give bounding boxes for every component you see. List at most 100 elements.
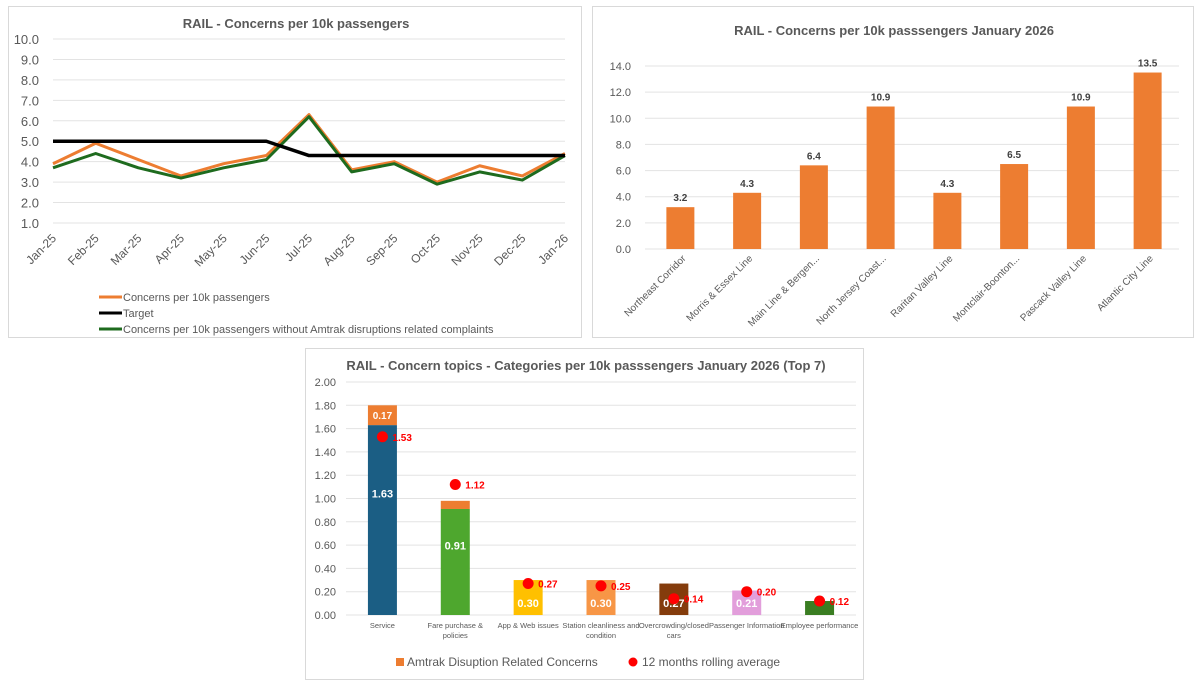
bar-amtrak-segment [367, 405, 397, 426]
bar [1066, 106, 1095, 250]
x-tick-label: Apr-25 [152, 231, 188, 267]
x-tick-label: North Jersey Coast... [815, 253, 889, 327]
y-tick-label: 2.00 [315, 377, 336, 389]
legend-label: Concerns per 10k passengers [123, 292, 270, 304]
y-tick-label: 0.0 [616, 244, 631, 256]
y-tick-label: 2.0 [616, 218, 631, 230]
x-tick-label: Feb-25 [65, 231, 102, 268]
x-tick-label: Fare purchase & [428, 621, 483, 630]
bar-amtrak-segment [440, 500, 470, 509]
bar [666, 207, 695, 249]
y-tick-label: 7.0 [21, 93, 39, 108]
x-tick-label: Nov-25 [449, 231, 486, 268]
x-tick-label: Northeast Corridor [623, 253, 689, 319]
series-line-concerns [52, 113, 566, 184]
bar [933, 192, 962, 249]
x-tick-label: Dec-25 [491, 231, 528, 268]
bar-chart-panel: RAIL - Concerns per 10k passsengers Janu… [592, 6, 1194, 338]
rolling-average-point [741, 586, 753, 598]
x-tick-label: Jun-25 [237, 231, 273, 267]
y-tick-label: 0.80 [315, 517, 336, 529]
y-tick-label: 1.60 [315, 424, 336, 436]
rolling-average-point [449, 479, 461, 491]
x-tick-label: Aug-25 [321, 231, 358, 268]
data-label: 4.3 [940, 179, 954, 190]
data-label-rolling-average: 0.20 [757, 588, 777, 599]
bar-chart: RAIL - Concerns per 10k passsengers Janu… [610, 23, 1179, 329]
y-tick-label: 1.0 [21, 216, 39, 231]
data-label: 3.2 [673, 193, 687, 204]
x-tick-label: Montclair-Boonton... [951, 253, 1022, 324]
rolling-average-point [376, 431, 388, 443]
bar [733, 192, 762, 249]
x-tick-label: condition [586, 631, 616, 640]
rolling-average-point [668, 593, 680, 605]
y-tick-label: 10.0 [610, 113, 631, 125]
y-tick-label: 0.60 [315, 540, 336, 552]
y-tick-label: 4.0 [616, 192, 631, 204]
data-label-base: 0.30 [517, 598, 538, 610]
chart-title: RAIL - Concerns per 10k passengers [183, 16, 410, 31]
data-label-base: 0.21 [736, 598, 757, 610]
y-tick-label: 6.0 [616, 166, 631, 178]
x-tick-label: policies [443, 631, 468, 640]
data-label-rolling-average: 0.25 [611, 582, 631, 593]
data-label: 10.9 [1071, 93, 1091, 104]
data-label-rolling-average: 1.12 [465, 481, 485, 492]
y-tick-label: 6.0 [21, 114, 39, 129]
y-tick-label: 1.40 [315, 447, 336, 459]
x-tick-label: Sep-25 [363, 231, 400, 268]
y-tick-label: 10.0 [14, 32, 39, 47]
legend-label-amtrak: Amtrak Disuption Related Concerns [407, 655, 598, 669]
data-label-rolling-average: 0.14 [684, 595, 704, 606]
data-label-rolling-average: 0.12 [830, 597, 850, 608]
bar-base [367, 425, 397, 615]
bar [866, 106, 895, 250]
chart-title: RAIL - Concern topics - Categories per 1… [346, 358, 825, 373]
data-label-base: 0.91 [445, 540, 466, 552]
series-line-concerns-without-amtrak [52, 115, 566, 186]
legend-label: Target [123, 308, 154, 320]
y-tick-label: 8.0 [21, 73, 39, 88]
x-tick-label: Raritan Valley Line [889, 253, 956, 320]
data-label-rolling-average: 1.53 [392, 433, 412, 444]
bar-base [440, 508, 470, 615]
x-tick-label: Pascack Valley Line [1018, 253, 1089, 324]
x-tick-label: Jan-25 [23, 231, 59, 267]
x-tick-label: Mar-25 [108, 231, 145, 268]
y-tick-label: 0.00 [315, 610, 336, 622]
y-tick-label: 5.0 [21, 134, 39, 149]
y-tick-label: 0.20 [315, 587, 336, 599]
y-tick-label: 4.0 [21, 155, 39, 170]
bar [1000, 164, 1029, 249]
x-tick-label: Main Line & Bergen... [746, 253, 822, 329]
y-tick-label: 12.0 [610, 87, 631, 99]
data-label-base: 0.30 [590, 598, 611, 610]
stacked-bar-chart-panel: RAIL - Concern topics - Categories per 1… [305, 348, 864, 680]
x-tick-label: Jul-25 [282, 231, 315, 264]
x-tick-label: Morris & Essex Line [685, 253, 756, 324]
line-chart-panel: RAIL - Concerns per 10k passengers 10.0 9.… [8, 6, 582, 338]
legend-label-rolling-average: 12 months rolling average [642, 655, 780, 669]
legend-label: Concerns per 10k passengers without Amtr… [123, 324, 494, 336]
x-tick-label: Oct-25 [408, 231, 444, 267]
x-tick-label: Service [370, 621, 395, 630]
data-label-rolling-average: 0.27 [538, 580, 558, 591]
data-label: 4.3 [740, 179, 754, 190]
x-tick-label: Station cleanliness and [562, 621, 639, 630]
y-tick-label: 14.0 [610, 61, 631, 73]
y-tick-label: 0.40 [315, 563, 336, 575]
line-chart: RAIL - Concerns per 10k passengers 10.0 9.… [14, 16, 572, 336]
data-label-base: 1.63 [372, 488, 393, 500]
y-tick-label: 2.0 [21, 196, 39, 211]
rolling-average-point [595, 580, 607, 592]
bar [799, 165, 828, 249]
rolling-average-point [522, 578, 534, 590]
chart-title: RAIL - Concerns per 10k passsengers Janu… [734, 23, 1054, 38]
x-tick-label: App & Web issues [498, 621, 559, 630]
x-tick-label: Jan-26 [535, 231, 571, 267]
legend-swatch-amtrak [396, 658, 404, 666]
y-tick-label: 3.0 [21, 175, 39, 190]
x-tick-label: Atlantic City Line [1095, 253, 1156, 314]
bar [1133, 72, 1162, 250]
